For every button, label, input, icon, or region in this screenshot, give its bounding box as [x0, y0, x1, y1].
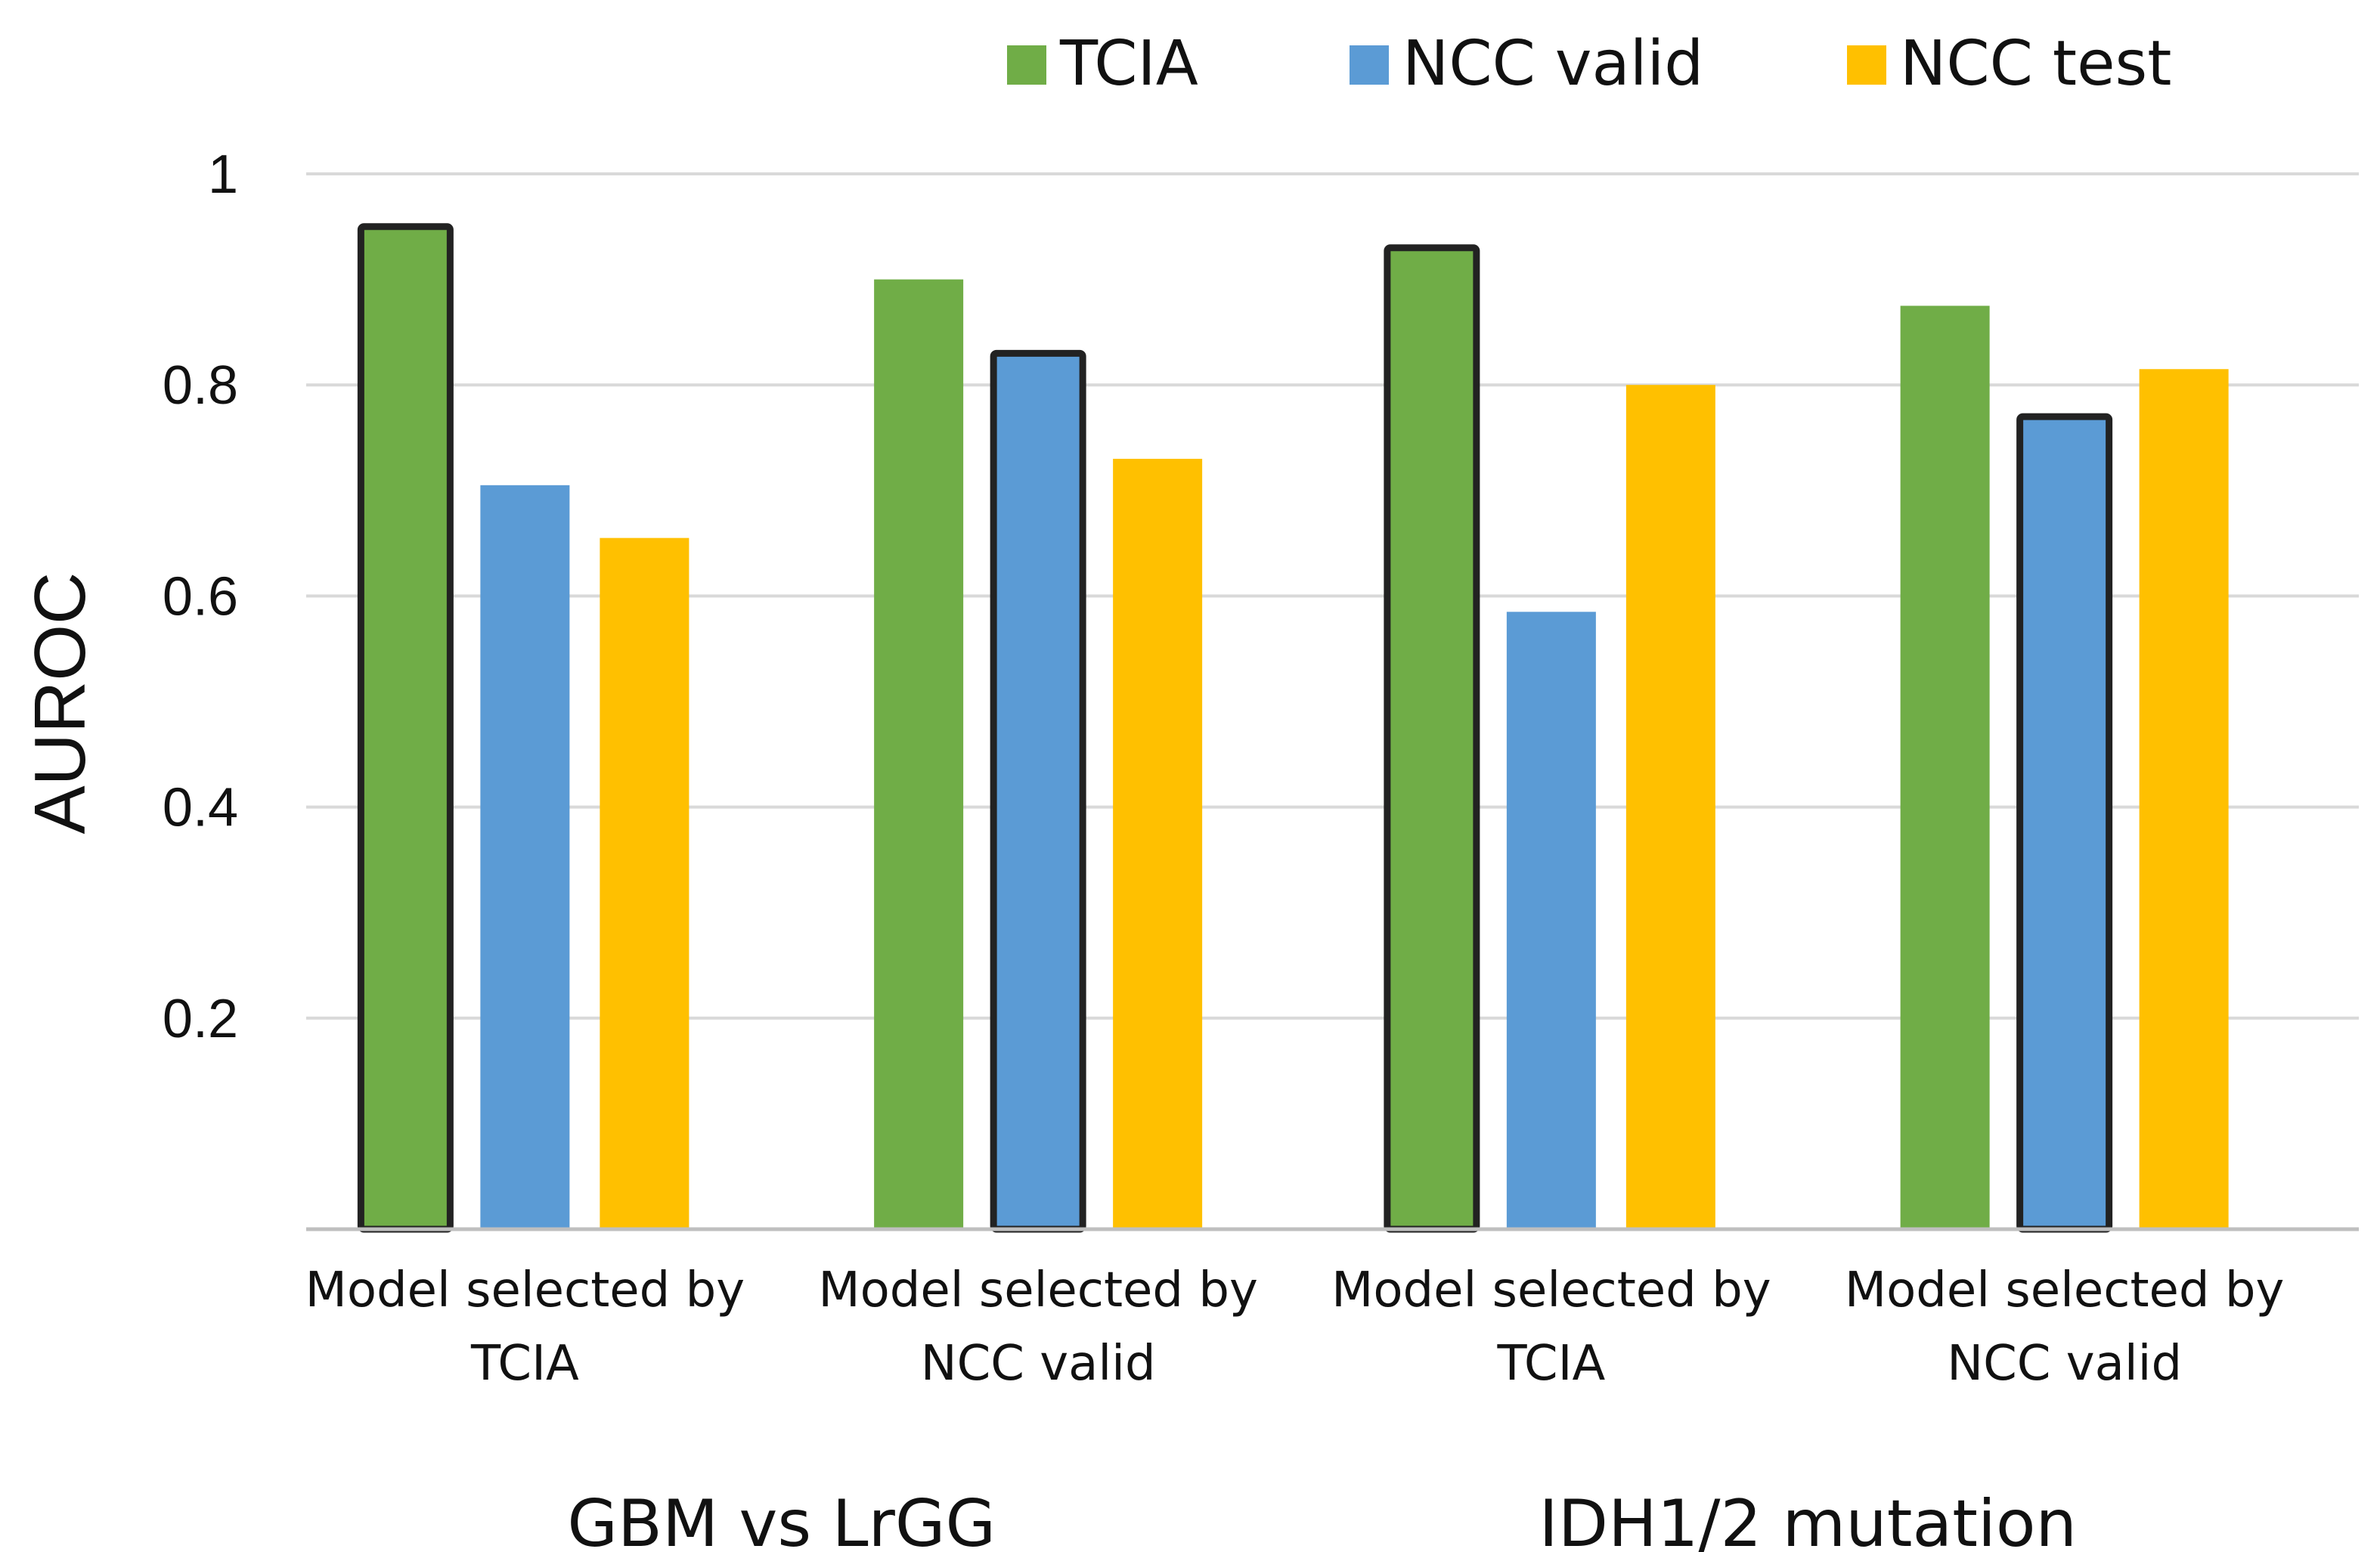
bar-ncc-valid [990, 349, 1086, 1233]
y-tick-label: 0.6 [163, 566, 238, 627]
legend-label: NCC valid [1402, 28, 1703, 100]
legend-label: NCC test [1900, 28, 2171, 100]
bar-ncc-valid [1506, 612, 1596, 1229]
category-labels: Model selected by TCIA Model selected by NC… [305, 1262, 2285, 1552]
bar-ncc-valid [480, 485, 570, 1229]
y-tick-label: 1 [208, 144, 238, 205]
bar-ncc-valid [2016, 413, 2113, 1233]
bar-tcia [1900, 305, 1990, 1229]
category-label-line2: NCC valid [1947, 1336, 2182, 1392]
legend-label: TCIA [1059, 28, 1198, 100]
bar-ncc-test [2139, 369, 2229, 1229]
category-label-line2: TCIA [470, 1336, 579, 1392]
bar-tcia [1384, 244, 1480, 1233]
legend: TCIA NCC valid NCC test [1007, 28, 2171, 100]
y-axis-title: AUROC [20, 572, 101, 835]
legend-swatch [1847, 45, 1886, 85]
category-label-line1: Model selected by [818, 1262, 1258, 1318]
bar-ncc-test [1625, 385, 1715, 1230]
category-label-line2: NCC valid [921, 1336, 1156, 1392]
group-label: IDH1/2 mutation [1539, 1486, 2077, 1552]
y-tick-label: 0.4 [163, 778, 238, 838]
category-label-line1: Model selected by [1331, 1262, 1771, 1318]
bar-tcia [874, 279, 964, 1230]
group-label: GBM vs LrGG [567, 1486, 996, 1552]
legend-swatch [1350, 45, 1389, 85]
category-label-line2: TCIA [1497, 1336, 1606, 1392]
bar-tcia [357, 223, 454, 1233]
legend-swatch [1007, 45, 1046, 85]
bars [357, 223, 2229, 1233]
bar-ncc-test [600, 537, 690, 1229]
bar-ncc-test [1113, 458, 1203, 1229]
category-label-line1: Model selected by [305, 1262, 745, 1318]
y-tick-label: 0.2 [163, 989, 238, 1049]
category-label-line1: Model selected by [1845, 1262, 2285, 1318]
axes: 0.2 0.4 0.6 0.8 1 [163, 144, 2359, 1231]
y-tick-label: 0.8 [163, 355, 238, 416]
